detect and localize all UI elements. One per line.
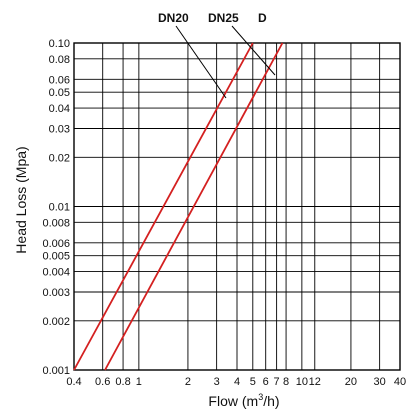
x-tick-label: 6	[263, 376, 269, 388]
y-tick-label: 0.008	[42, 217, 70, 229]
x-tick-label: 30	[374, 376, 386, 388]
y-tick-label: 0.08	[49, 54, 70, 66]
x-axis-title-superscript: 3	[258, 392, 263, 402]
y-tick-label: 0.004	[42, 267, 70, 279]
x-tick-label: 2	[185, 376, 191, 388]
x-axis-title: Flow (m3/h)	[208, 392, 279, 409]
y-tick-label: 0.005	[42, 251, 70, 263]
dn25-label: DN25	[208, 11, 239, 25]
dn20-label: DN20	[158, 11, 189, 25]
series-line-dn25	[104, 42, 284, 371]
x-tick-label: 12	[309, 376, 321, 388]
y-tick-label: 0.10	[49, 38, 70, 50]
y-tick-label: 0.03	[49, 123, 70, 135]
d-label: D	[258, 11, 267, 25]
x-tick-label: 40	[394, 376, 406, 388]
plot-frame	[73, 42, 401, 371]
x-axis-title-tail: /h)	[263, 393, 279, 409]
x-tick-label: 0.6	[95, 376, 110, 388]
x-tick-label: 0.8	[115, 376, 130, 388]
y-tick-label: 0.01	[49, 202, 70, 214]
y-axis-title: Head Loss (Mpa)	[13, 146, 29, 253]
x-tick-label: 20	[345, 376, 357, 388]
y-tick-label: 0.04	[49, 103, 70, 115]
y-tick-label: 0.05	[49, 87, 70, 99]
y-tick-label: 0.003	[42, 287, 70, 299]
x-tick-label: 8	[283, 376, 289, 388]
series-line-dn20	[73, 42, 254, 371]
x-tick-label: 7	[274, 376, 280, 388]
y-tick-label: 0.001	[42, 365, 70, 377]
y-tick-label: 0.002	[42, 316, 70, 328]
dn20-leader-line	[175, 25, 227, 99]
dn25-leader-line	[231, 25, 276, 76]
y-tick-label: 0.006	[42, 238, 70, 250]
x-tick-label: 0.4	[66, 376, 81, 388]
x-tick-labels: 0.4 0.6 0.8 1 2 3 4 5 6 7 8 10 12 20 30 40	[66, 376, 406, 388]
y-tick-label: 0.06	[49, 74, 70, 86]
series-lines	[73, 42, 284, 371]
x-tick-label: 10	[296, 376, 308, 388]
x-tick-label: 5	[250, 376, 256, 388]
grid-lines	[73, 42, 401, 371]
x-tick-label: 3	[214, 376, 220, 388]
x-tick-label: 1	[136, 376, 142, 388]
y-tick-label: 0.02	[49, 152, 70, 164]
x-axis-title-main: Flow (m	[208, 393, 258, 409]
x-tick-label: 4	[234, 376, 240, 388]
